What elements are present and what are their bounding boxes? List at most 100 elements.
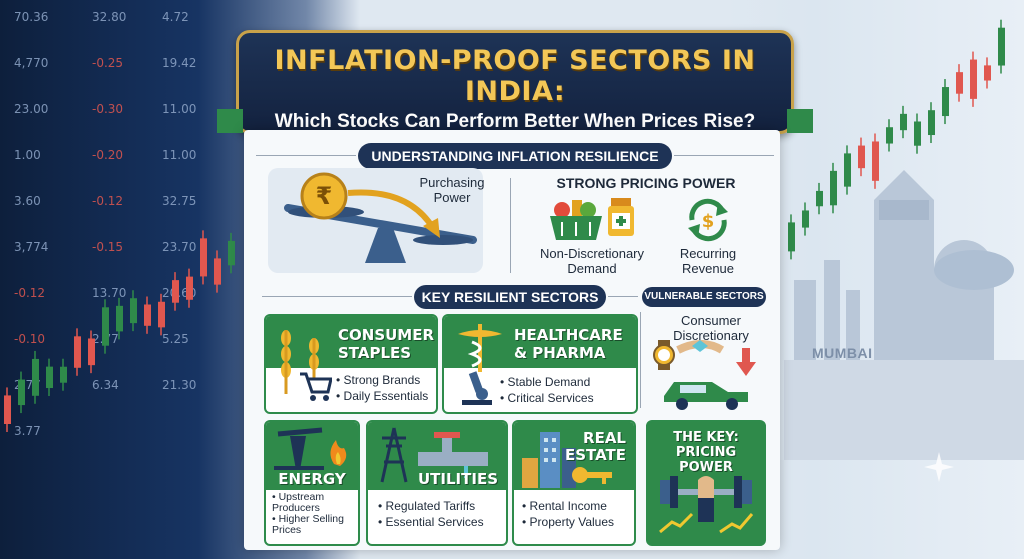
candle-body	[802, 210, 809, 228]
divider	[608, 296, 638, 297]
bullet-list: Strong Brands Daily Essentials	[336, 372, 429, 404]
candle-body	[886, 127, 893, 144]
card-real-estate: REAL ESTATE Rental Income Property Value…	[512, 420, 636, 546]
shopping-cart-icon	[300, 372, 332, 401]
card-title: HEALTHCARE & PHARMA	[514, 326, 623, 362]
bullet-list: Upstream Producers Higher Selling Prices	[272, 492, 344, 536]
candle-body	[46, 366, 53, 389]
card-header	[266, 316, 436, 368]
svg-text:₹: ₹	[316, 182, 333, 210]
bullet-item: Property Values	[522, 514, 615, 530]
ribbon-right	[787, 109, 813, 133]
bullet-item: Stable Demand	[500, 374, 594, 390]
candle-body	[816, 190, 823, 207]
dumbbell-icon	[659, 476, 754, 534]
candle-body	[998, 27, 1005, 66]
caduceus-icon	[458, 324, 502, 372]
candle-body	[18, 379, 25, 406]
ticker-value: 3.77	[14, 424, 41, 438]
bullet-list: Stable Demand Critical Services	[500, 374, 594, 406]
vulnerable-illustration	[653, 340, 756, 410]
card-title: CONSUMER STAPLES	[338, 326, 435, 362]
ticker-value: 32.80	[92, 10, 127, 24]
candle-body	[102, 307, 109, 346]
candle-body	[200, 238, 207, 277]
key-icon	[572, 467, 612, 484]
vulnerable-label: Consumer Discretionary	[673, 313, 749, 343]
vulnerable-heading: VULNERABLE SECTORS	[642, 287, 766, 307]
card-consumer-staples: CONSUMER STAPLES Strong Brands Daily Ess…	[264, 314, 438, 414]
card-header	[444, 316, 636, 368]
ticker-value: 1.00	[14, 148, 41, 162]
bullet-list: Rental Income Property Values	[522, 498, 615, 530]
candle-body	[144, 304, 151, 326]
microscope-icon	[462, 371, 492, 405]
candle-body	[228, 240, 235, 266]
candle-body	[130, 298, 137, 324]
understanding-heading: UNDERSTANDING INFLATION RESILIENCE	[358, 143, 672, 169]
candle-body	[60, 366, 67, 383]
candle-body	[970, 59, 977, 99]
city-label: MUMBAI	[812, 345, 873, 361]
candle-body	[88, 338, 95, 366]
pricing-power-heading: STRONG PRICING POWER	[556, 175, 736, 191]
oil-pump-icon	[274, 427, 347, 470]
card-title: REAL ESTATE	[564, 429, 626, 464]
left-candlestick-chart	[4, 230, 235, 433]
candle-body	[32, 358, 39, 396]
ticker-value: 13.70	[92, 286, 127, 300]
candle-body	[4, 395, 11, 425]
candle-body	[914, 121, 921, 146]
divider	[510, 178, 511, 273]
wheat-icon	[281, 330, 319, 394]
ticker-value: 11.00	[162, 102, 197, 116]
ticker-value: 32.75	[162, 194, 197, 208]
ticker-value: -0.30	[92, 102, 124, 116]
power-tower-icon	[380, 427, 488, 483]
candle-body	[942, 87, 949, 117]
ticker-value: -0.10	[14, 332, 46, 346]
divider	[674, 155, 774, 156]
recurring-arrows-icon: $	[688, 198, 728, 242]
ticker-value: 4,770	[14, 56, 49, 70]
candle-body	[956, 72, 963, 94]
mumbai-skyline	[784, 170, 1024, 460]
ticker-value: 4.72	[162, 10, 189, 24]
candle-body	[158, 301, 165, 328]
bullet-item: Regulated Tariffs	[378, 498, 484, 514]
candle-body	[844, 153, 851, 187]
purchasing-power-label: Purchasing Power	[419, 175, 485, 205]
down-arrow-icon	[736, 348, 756, 376]
candle-body	[116, 305, 123, 332]
page-title: INFLATION-PROOF SECTORS IN INDIA:	[274, 45, 756, 107]
candle-body	[858, 145, 865, 169]
card-title: UTILITIES	[418, 470, 498, 488]
rupee-coin-icon: ₹	[300, 172, 348, 220]
divider	[262, 296, 412, 297]
card-title: ENERGY	[278, 470, 346, 488]
candle-body	[872, 141, 879, 181]
candle-body	[214, 258, 221, 285]
candle-body	[186, 276, 193, 300]
medicine-bottle-icon	[608, 198, 634, 236]
card-healthcare: HEALTHCARE & PHARMA Stable Demand Critic…	[442, 314, 638, 414]
ticker-value: -0.15	[92, 240, 124, 254]
divider	[256, 155, 356, 156]
bullet-item: Rental Income	[522, 498, 614, 514]
divider	[640, 312, 641, 408]
bullet-list: Regulated Tariffs Essential Services	[378, 498, 484, 530]
candle-body	[984, 65, 991, 81]
ticker-value: 6.34	[92, 378, 119, 392]
ticker-value: -0.12	[14, 286, 46, 300]
candle-body	[74, 336, 81, 368]
ticker-value: -0.12	[92, 194, 124, 208]
right-candlestick-chart	[788, 19, 1005, 260]
candle-body	[928, 110, 935, 136]
ticker-value: 21.30	[162, 378, 197, 392]
ticker-value: -0.25	[92, 56, 124, 70]
ticker-value: 3.60	[14, 194, 41, 208]
page-subtitle: Which Stocks Can Perform Better When Pri…	[274, 111, 756, 132]
card-utilities: UTILITIES Regulated Tariffs Essential Se…	[366, 420, 508, 546]
svg-text:$: $	[702, 211, 715, 232]
bullet-item: Strong Brands	[336, 372, 428, 388]
